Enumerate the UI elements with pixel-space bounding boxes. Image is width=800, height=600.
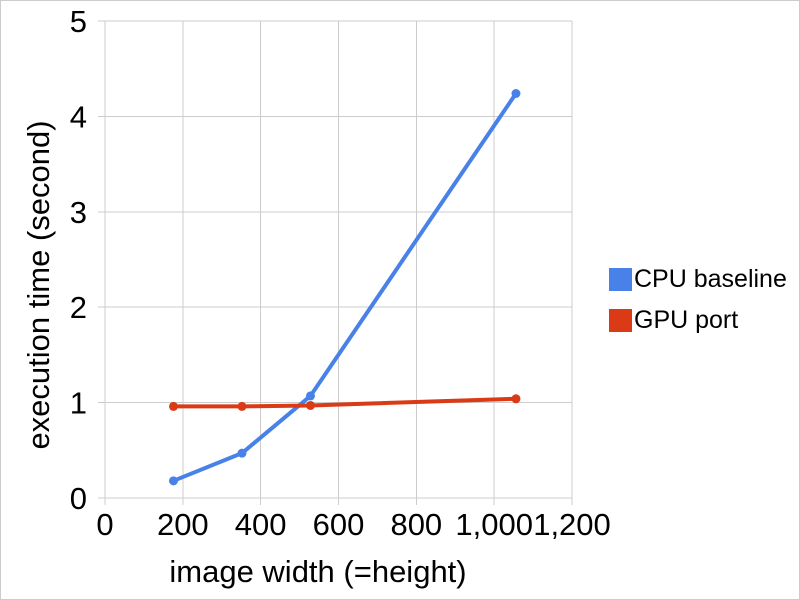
legend-swatch-cpu-baseline bbox=[609, 267, 632, 291]
x-tick-label: 0 bbox=[96, 507, 113, 542]
data-point-gpu-port[interactable] bbox=[237, 401, 247, 411]
data-point-cpu-baseline[interactable] bbox=[511, 89, 521, 99]
y-tick-label: 2 bbox=[70, 290, 87, 325]
x-tick-label: 1,000 bbox=[455, 507, 533, 542]
x-tick-label: 200 bbox=[157, 507, 209, 542]
data-point-gpu-port[interactable] bbox=[168, 401, 178, 411]
data-point-cpu-baseline[interactable] bbox=[305, 391, 315, 401]
legend-label-cpu-baseline: CPU baseline bbox=[634, 264, 787, 293]
x-tick-label: 600 bbox=[313, 507, 365, 542]
x-tick-label: 400 bbox=[235, 507, 287, 542]
y-tick-label: 0 bbox=[70, 481, 87, 516]
data-point-gpu-port[interactable] bbox=[305, 400, 315, 410]
legend-swatch-gpu-port bbox=[609, 308, 632, 332]
y-tick-label: 5 bbox=[70, 4, 87, 39]
series-line-cpu-baseline bbox=[171, 91, 518, 483]
data-point-cpu-baseline[interactable] bbox=[168, 476, 178, 486]
data-point-cpu-baseline[interactable] bbox=[237, 448, 247, 458]
x-tick-label: 800 bbox=[390, 507, 442, 542]
x-tick-label: 1,200 bbox=[533, 507, 611, 542]
y-tick-label: 1 bbox=[70, 386, 87, 421]
legend-item-gpu-port[interactable]: GPU port bbox=[609, 305, 787, 334]
y-tick-label: 3 bbox=[70, 195, 87, 230]
legend-item-cpu-baseline[interactable]: CPU baseline bbox=[609, 264, 787, 293]
legend-label-gpu-port: GPU port bbox=[634, 305, 739, 334]
y-tick-label: 4 bbox=[70, 99, 87, 134]
legend: CPU baseline GPU port bbox=[609, 264, 787, 349]
x-axis-title: image width (=height) bbox=[169, 554, 467, 589]
data-point-gpu-port[interactable] bbox=[511, 394, 521, 404]
series-line-gpu-port bbox=[171, 396, 518, 409]
y-axis-title: execution time (second) bbox=[21, 120, 56, 450]
